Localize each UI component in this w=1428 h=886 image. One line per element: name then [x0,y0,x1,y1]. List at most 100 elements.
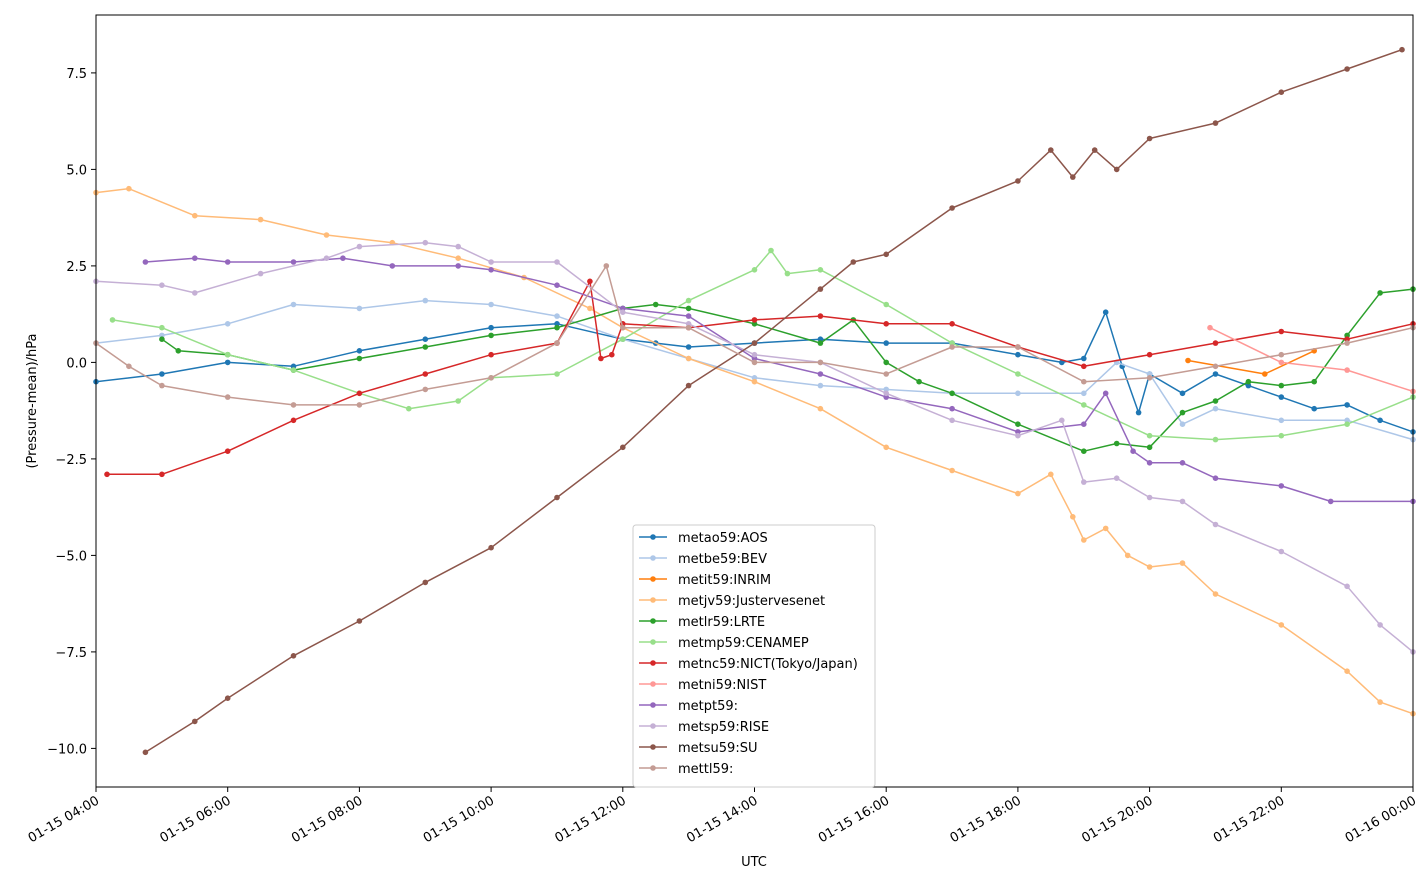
data-point [1179,409,1186,416]
data-point [850,259,857,265]
data-point [554,371,560,377]
legend-swatch-marker [650,765,656,771]
y-tick-label: 7.5 [66,67,87,82]
data-point [1135,409,1142,416]
legend-label: metit59:INRIM [678,573,771,588]
data-point [817,382,824,389]
data-point [1048,471,1054,478]
data-point [1212,591,1219,597]
data-point [1146,494,1153,501]
data-point [1102,309,1109,316]
data-point [1015,490,1021,497]
legend-item: mettl59: [639,762,733,777]
data-point [1344,583,1350,590]
data-point [620,324,626,331]
data-point [817,336,824,343]
legend-item: metmp59:CENAMEP [639,636,809,651]
data-point [422,239,429,246]
data-point [685,313,692,319]
data-point [422,336,429,343]
data-point [1081,402,1087,408]
data-point [192,212,198,219]
data-point [1212,398,1219,404]
data-point [1179,498,1186,505]
y-tick-label: 2.5 [66,260,87,275]
data-point [1081,479,1087,485]
data-point [340,255,346,261]
data-point [1278,417,1285,424]
x-axis-label: UTC [741,855,767,870]
data-point [1113,166,1120,173]
data-point [949,405,955,412]
data-point [159,382,165,389]
data-point [1015,344,1021,350]
data-point [159,282,165,289]
data-point [751,267,758,273]
legend-item: metnc59:NICT(Tokyo/Japan) [639,657,858,672]
data-point [290,653,297,659]
data-point [1146,351,1153,358]
data-point [356,243,363,250]
data-point [1344,402,1350,408]
data-point [685,297,692,304]
data-point [1070,174,1076,180]
data-point [356,618,363,624]
data-point [455,243,462,250]
data-point [290,402,297,408]
legend-label: metjv59:Justervesenet [678,594,825,609]
legend-swatch-marker [650,660,656,666]
data-point [751,321,758,327]
series-5 [109,247,1416,443]
y-tick-label: 5.0 [66,163,87,178]
legend-item: metsu59:SU [639,741,757,756]
data-point [817,267,824,273]
data-point [356,348,363,354]
legend-label: metsu59:SU [678,741,757,756]
data-point [1048,147,1054,153]
data-point [620,444,626,451]
data-point [620,309,626,316]
data-point [290,367,297,373]
data-point [1377,290,1383,296]
data-point [1278,622,1285,628]
data-point [1146,432,1153,439]
legend-label: metpt59: [678,699,738,714]
data-point [1278,394,1285,400]
data-point [883,321,889,327]
data-point [1113,475,1120,482]
data-point [257,216,264,223]
data-point [356,390,363,397]
data-point [159,336,165,343]
data-point [323,255,330,261]
data-point [1327,498,1334,505]
legend-item: metsp59:RISE [639,720,769,735]
series-10 [142,46,1405,756]
data-point [587,278,593,285]
data-point [1245,382,1252,389]
data-point [488,375,494,381]
data-point [224,359,231,366]
data-point [290,417,297,424]
legend-item: metit59:INRIM [639,573,771,588]
legend-label: mettl59: [678,762,733,777]
data-point [290,259,297,265]
data-point [389,263,396,269]
data-point [224,448,231,455]
data-point [751,317,758,323]
data-point [1015,351,1021,358]
series-line [1209,327,1414,393]
data-point [949,467,955,474]
data-point [554,494,560,501]
legend-box [632,524,876,788]
data-point [356,402,363,408]
data-point [1377,417,1383,424]
data-point [224,394,231,400]
series-line [112,249,1414,441]
legend-swatch-marker [650,681,656,687]
data-point [356,355,363,362]
data-point [949,344,955,350]
data-point [685,344,692,350]
series-11 [93,263,1416,408]
data-point [817,371,824,377]
data-point [1344,668,1350,674]
